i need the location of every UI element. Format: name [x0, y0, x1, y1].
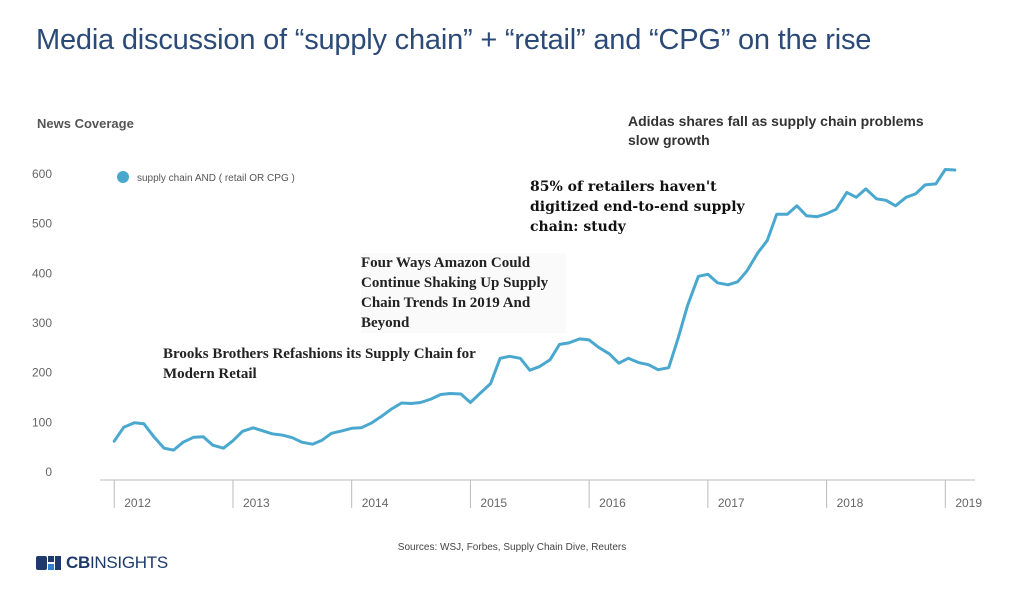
legend-marker	[117, 171, 129, 183]
x-tick-label: 2015	[480, 496, 507, 510]
y-axis: 0 100 200 300 400 500 600	[32, 167, 52, 479]
x-tick-label: 2018	[837, 496, 864, 510]
x-tick-label: 2016	[599, 496, 626, 510]
series-line	[112, 168, 957, 452]
x-tick-label: 2017	[718, 496, 745, 510]
sources-note: Sources: WSJ, Forbes, Supply Chain Dive,…	[397, 542, 627, 553]
legend: supply chain AND ( retail OR CPG )	[117, 171, 295, 184]
cb-insights-logo-icon	[36, 555, 62, 571]
series-layer	[112, 168, 957, 452]
y-tick-label: 200	[32, 366, 52, 380]
y-tick-label: 500	[32, 217, 52, 231]
y-tick-label: 100	[32, 415, 52, 429]
chart-subtitle: News Coverage	[37, 116, 134, 131]
page-title: Media discussion of “supply chain” + “re…	[36, 24, 872, 56]
x-tick-label: 2013	[243, 496, 270, 510]
y-tick-label: 400	[32, 266, 52, 280]
y-tick-label: 300	[32, 316, 52, 330]
annotation-amazon: Four Ways Amazon Could Continue Shaking …	[361, 253, 566, 333]
x-tick-label: 2014	[362, 496, 389, 510]
x-tick-label: 2012	[124, 496, 151, 510]
annotation-brooks-brothers: Brooks Brothers Refashions its Supply Ch…	[163, 346, 476, 382]
y-tick-label: 600	[32, 167, 52, 181]
cb-insights-logo-text: CBINSIGHTS	[66, 553, 168, 572]
annotation-retailers-study: 85% of retailers haven't digitized end-t…	[530, 179, 745, 235]
annotation-adidas: Adidas shares fall as supply chain probl…	[628, 113, 924, 148]
x-tick-label: 2019	[955, 496, 982, 510]
cb-insights-logo: CBINSIGHTS	[36, 553, 168, 573]
legend-label: supply chain AND ( retail OR CPG )	[137, 173, 295, 184]
y-tick-label: 0	[45, 465, 52, 479]
x-axis: 2012 2013 2014 2015 2016 2017 2018 2019	[100, 479, 982, 510]
